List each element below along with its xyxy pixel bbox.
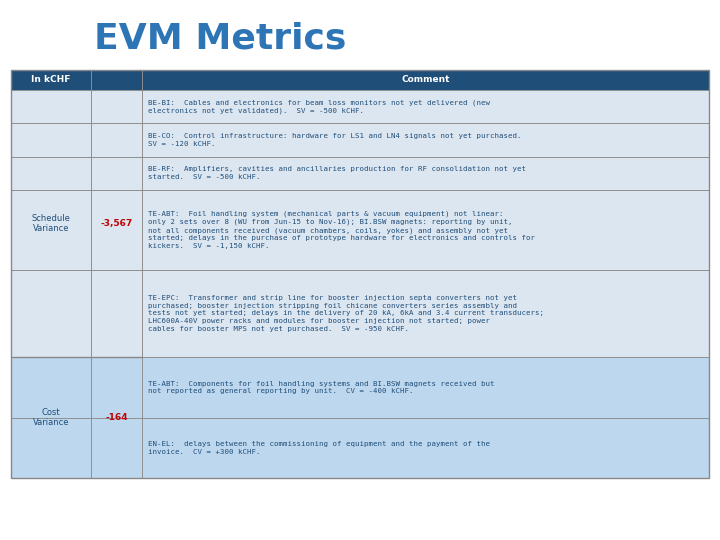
Bar bbox=[142, 190, 709, 269]
Text: 37: 37 bbox=[686, 504, 698, 514]
Bar bbox=[142, 357, 709, 417]
Bar bbox=[91, 190, 142, 269]
Bar bbox=[11, 157, 91, 190]
Bar bbox=[91, 269, 142, 357]
Bar bbox=[142, 417, 709, 478]
Text: TE-EPC:  Transformer and strip line for booster injection septa converters not y: TE-EPC: Transformer and strip line for b… bbox=[148, 295, 544, 332]
Text: TE-ABT:  Components for foil handling systems and BI.BSW magnets received but
no: TE-ABT: Components for foil handling sys… bbox=[148, 381, 495, 394]
Text: BE-BI:  Cables and electronics for beam loss monitors not yet delivered (new
ele: BE-BI: Cables and electronics for beam l… bbox=[148, 99, 490, 114]
Text: BE-RF:  Amplifiers, cavities and ancillaries production for RF consolidation not: BE-RF: Amplifiers, cavities and ancillar… bbox=[148, 166, 526, 180]
Bar bbox=[91, 157, 142, 190]
Text: LIU-PSB : Klaus Hanke - BE/OP: LIU-PSB : Klaus Hanke - BE/OP bbox=[297, 504, 423, 514]
Bar bbox=[11, 269, 91, 357]
Bar bbox=[91, 123, 142, 157]
Text: In kCHF: In kCHF bbox=[31, 76, 71, 84]
Bar bbox=[142, 269, 709, 357]
Bar bbox=[11, 417, 91, 478]
Text: EN-EL:  delays between the commissioning of equipment and the payment of the
inv: EN-EL: delays between the commissioning … bbox=[148, 441, 490, 455]
Text: BE-CO:  Control infrastructure: hardware for LS1 and LN4 signals not yet purchas: BE-CO: Control infrastructure: hardware … bbox=[148, 133, 522, 147]
Bar bbox=[91, 90, 142, 123]
Text: Cost
Variance: Cost Variance bbox=[32, 408, 69, 427]
Bar bbox=[91, 357, 142, 417]
Bar bbox=[91, 70, 142, 90]
Bar bbox=[11, 90, 91, 123]
Bar bbox=[142, 123, 709, 157]
Text: -3,567: -3,567 bbox=[101, 219, 132, 228]
Bar bbox=[142, 157, 709, 190]
Bar bbox=[11, 123, 91, 157]
Text: Schedule
Variance: Schedule Variance bbox=[32, 214, 71, 233]
Text: EVM Metrics: EVM Metrics bbox=[94, 22, 346, 56]
Bar bbox=[11, 70, 91, 90]
Text: TE-ABT:  Foil handling system (mechanical parts & vacuum equipment) not linear:
: TE-ABT: Foil handling system (mechanical… bbox=[148, 211, 536, 249]
Text: -164: -164 bbox=[105, 413, 128, 422]
Bar bbox=[11, 190, 91, 269]
Bar bbox=[142, 90, 709, 123]
Bar bbox=[142, 70, 709, 90]
Text: 17-19 October 2016
LIU / HL-LHC  Cost
and Schedule Review: 17-19 October 2016 LIU / HL-LHC Cost and… bbox=[94, 495, 175, 525]
Bar bbox=[11, 357, 91, 417]
Text: Comment: Comment bbox=[401, 76, 450, 84]
Bar bbox=[91, 417, 142, 478]
